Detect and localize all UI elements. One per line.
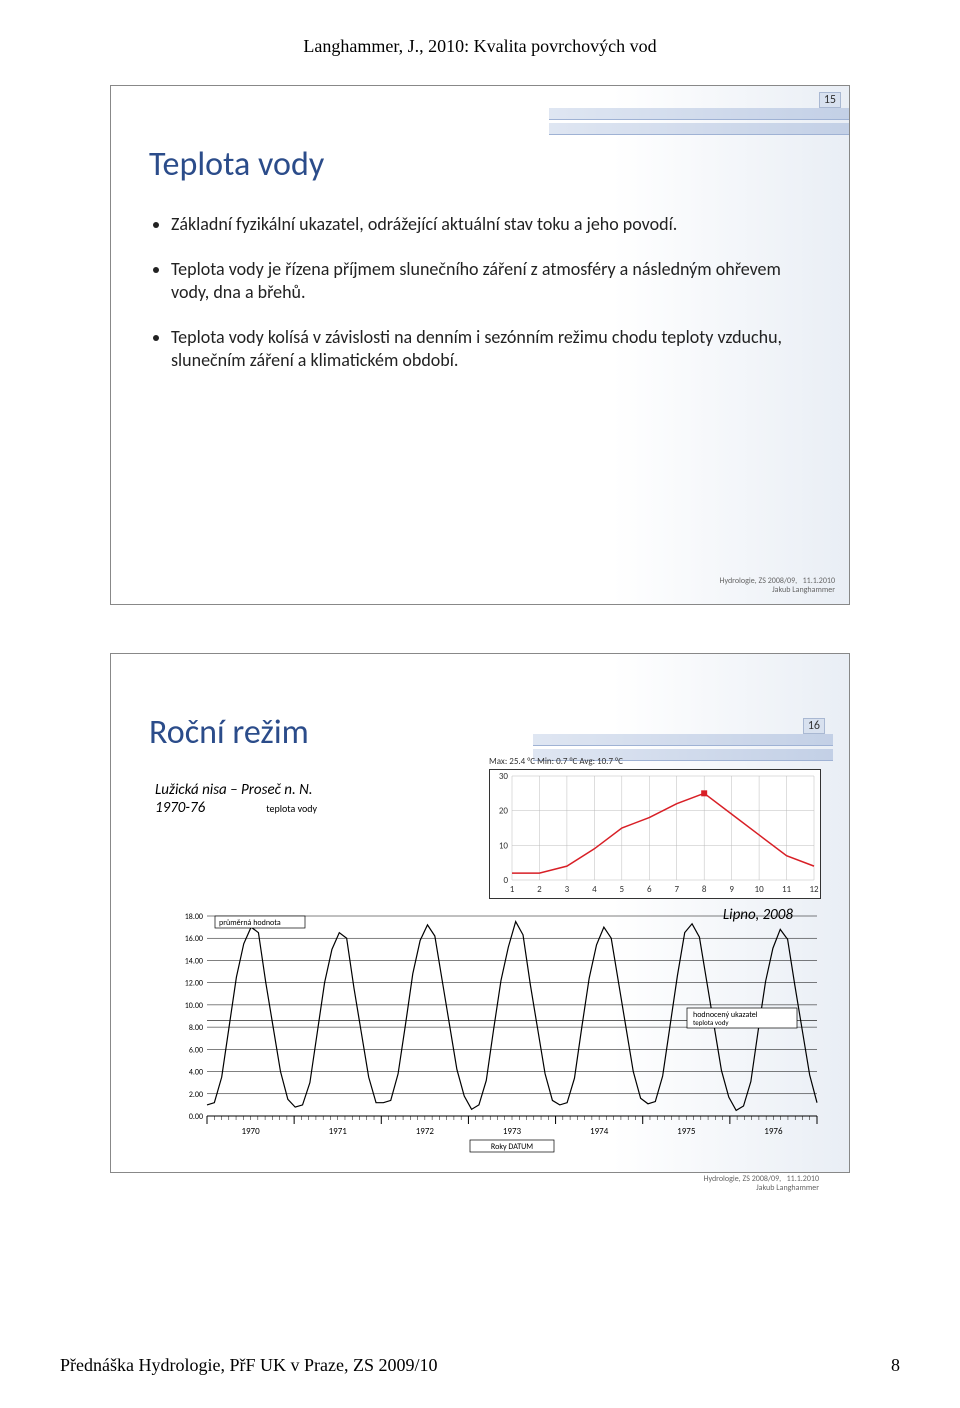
page-footer: Přednáška Hydrologie, PřF UK v Praze, ZS… <box>60 1355 900 1376</box>
svg-text:1975: 1975 <box>677 1126 696 1137</box>
oscillation-chart: 0.00 2.00 4.00 6.00 8.00 10.00 12.00 14.00 16.00… <box>167 908 827 1158</box>
svg-text:3: 3 <box>565 884 570 895</box>
red-chart-stats: Max: 25.4 °C Min: 0.7 °C Avg: 10.7 °C <box>489 756 819 767</box>
svg-text:6.00: 6.00 <box>189 1045 203 1055</box>
svg-text:11: 11 <box>782 884 792 895</box>
svg-text:teplota vody: teplota vody <box>693 1018 729 1027</box>
svg-text:8: 8 <box>702 884 707 895</box>
svg-text:1974: 1974 <box>590 1126 609 1137</box>
svg-text:4: 4 <box>592 884 597 895</box>
slide-bullets: Základní fyzikální ukazatel, odrážející … <box>171 213 807 372</box>
svg-text:10.00: 10.00 <box>185 1001 203 1011</box>
bullet: Základní fyzikální ukazatel, odrážející … <box>171 213 807 236</box>
svg-text:4.00: 4.00 <box>189 1068 203 1078</box>
svg-text:10: 10 <box>499 840 509 851</box>
svg-text:9: 9 <box>729 884 734 895</box>
decor-bars <box>549 108 849 138</box>
footer-page: 8 <box>891 1355 900 1376</box>
svg-text:18.00: 18.00 <box>185 912 203 922</box>
slide-number: 15 <box>819 92 841 108</box>
svg-text:30: 30 <box>499 771 509 782</box>
red-chart-svg: 0102030123456789101112 <box>489 769 821 899</box>
slide-footer: Hydrologie, ZS 2008/09, 11.1.2010 Jakub … <box>719 577 835 596</box>
slide-footer: Hydrologie, ZS 2008/09, 11.1.2010 Jakub … <box>703 1175 819 1194</box>
svg-text:1976: 1976 <box>764 1126 783 1137</box>
svg-text:12.00: 12.00 <box>185 979 203 989</box>
svg-text:14.00: 14.00 <box>185 956 203 966</box>
slide-title: Teplota vody <box>149 144 833 185</box>
bullet: Teplota vody je řízena příjmem slunečníh… <box>171 258 807 304</box>
slide-16: 16 Roční režim Lužická nisa – Proseč n. … <box>110 653 850 1173</box>
slide-number: 16 <box>803 718 825 734</box>
svg-text:8.00: 8.00 <box>189 1023 203 1033</box>
svg-text:6: 6 <box>647 884 652 895</box>
svg-text:0.00: 0.00 <box>189 1112 203 1122</box>
svg-text:průměrná hodnota: průměrná hodnota <box>219 918 281 928</box>
svg-text:0: 0 <box>503 875 508 886</box>
svg-text:1: 1 <box>510 884 515 895</box>
footer-left: Přednáška Hydrologie, PřF UK v Praze, ZS… <box>60 1355 437 1376</box>
svg-text:10: 10 <box>755 884 765 895</box>
svg-text:16.00: 16.00 <box>185 934 203 944</box>
osc-chart-svg: 0.00 2.00 4.00 6.00 8.00 10.00 12.00 14.00 16.00… <box>167 908 827 1158</box>
svg-text:12: 12 <box>809 884 819 895</box>
svg-text:Roky DATUM: Roky DATUM <box>491 1142 533 1152</box>
svg-text:1971: 1971 <box>329 1126 348 1137</box>
bullet: Teplota vody kolísá v závislosti na denn… <box>171 326 807 372</box>
svg-text:7: 7 <box>674 884 679 895</box>
svg-text:2.00: 2.00 <box>189 1090 203 1100</box>
running-head: Langhammer, J., 2010: Kvalita povrchovýc… <box>60 36 900 57</box>
svg-text:2: 2 <box>537 884 542 895</box>
slide-15: 15 Teplota vody Základní fyzikální ukaza… <box>110 85 850 605</box>
svg-text:1972: 1972 <box>416 1126 435 1137</box>
svg-text:5: 5 <box>620 884 625 895</box>
svg-text:20: 20 <box>499 806 509 817</box>
svg-text:1970: 1970 <box>241 1126 260 1137</box>
svg-text:1973: 1973 <box>503 1126 522 1137</box>
red-seasonal-chart: Max: 25.4 °C Min: 0.7 °C Avg: 10.7 °C 01… <box>489 756 819 899</box>
